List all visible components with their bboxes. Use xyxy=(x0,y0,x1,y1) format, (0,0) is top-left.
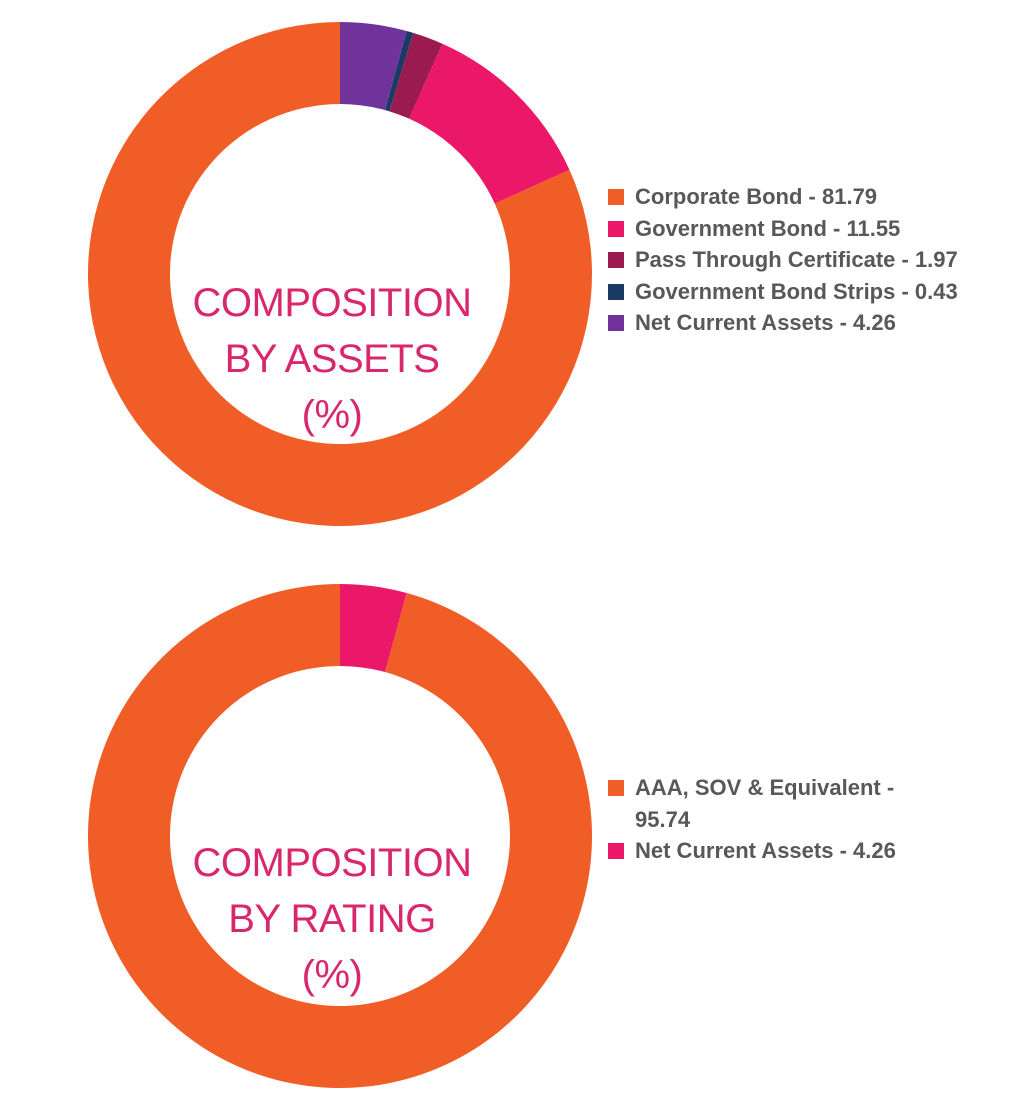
rating-chart-title: COMPOSITION BY RATING (%) xyxy=(182,835,482,1003)
legend-swatch-pass-through-certificate xyxy=(608,252,624,268)
donut-slice-net-current-assets xyxy=(340,22,407,111)
legend-item-aaa-sov-equivalent: AAA, SOV & Equivalent - 95.74 xyxy=(608,772,938,835)
legend-item-government-bond-strips: Government Bond Strips - 0.43 xyxy=(608,276,1008,308)
legend-item-net-current-assets: Net Current Assets - 4.26 xyxy=(608,835,938,867)
legend-label-corporate-bond: Corporate Bond - 81.79 xyxy=(635,184,878,209)
assets-legend: Corporate Bond - 81.79 Government Bond -… xyxy=(608,181,1008,339)
legend-item-government-bond: Government Bond - 11.55 xyxy=(608,213,1008,245)
assets-title-line-1: COMPOSITION xyxy=(192,281,472,325)
legend-label-government-bond-strips: Government Bond Strips - 0.43 xyxy=(635,278,958,304)
donut-slice-pass-through-certificate xyxy=(389,32,443,119)
legend-label-government-bond: Government Bond - 11.55 xyxy=(635,215,901,241)
legend-label-net-current-assets: Net Current Assets - 4.26 xyxy=(635,838,896,863)
legend-swatch-net-current-assets xyxy=(608,315,624,331)
legend-item-net-current-assets: Net Current Assets - 4.26 xyxy=(608,307,1008,339)
rating-title-line-2: BY RATING xyxy=(228,897,436,941)
legend-swatch-corporate-bond xyxy=(608,189,624,205)
rating-composition-chart: COMPOSITION BY RATING (%) AAA, SOV & Equ… xyxy=(0,562,1028,1102)
rating-legend: AAA, SOV & Equivalent - 95.74 Net Curren… xyxy=(608,772,938,867)
legend-swatch-government-bond xyxy=(608,220,624,237)
donut-slice-aaa-sov-equivalent xyxy=(88,584,593,1088)
donut-slice-corporate-bond xyxy=(88,22,593,526)
rating-donut-chart xyxy=(88,584,593,1088)
legend-label-net-current-assets: Net Current Assets - 4.26 xyxy=(635,310,896,335)
donut-slice-government-bond-strips xyxy=(384,30,414,112)
legend-swatch-aaa-sov-equivalent xyxy=(608,780,624,796)
assets-title-line-2: BY ASSETS xyxy=(224,337,440,381)
assets-title-line-3: (%) xyxy=(301,393,363,437)
legend-item-corporate-bond: Corporate Bond - 81.79 xyxy=(608,181,1008,213)
rating-title-line-1: COMPOSITION xyxy=(192,841,472,885)
legend-label-aaa-sov-equivalent: AAA, SOV & Equivalent - 95.74 xyxy=(635,775,895,832)
legend-swatch-net-current-assets xyxy=(608,843,624,859)
assets-chart-title: COMPOSITION BY ASSETS (%) xyxy=(182,275,482,443)
donut-slice-net-current-assets xyxy=(340,584,407,673)
legend-label-pass-through-certificate: Pass Through Certificate - 1.97 xyxy=(635,247,958,272)
assets-composition-chart: COMPOSITION BY ASSETS (%) Corporate Bond… xyxy=(0,0,1028,540)
rating-title-line-3: (%) xyxy=(301,953,363,997)
legend-item-pass-through-certificate: Pass Through Certificate - 1.97 xyxy=(608,244,1008,276)
legend-swatch-government-bond-strips xyxy=(608,283,624,300)
assets-donut-chart xyxy=(88,22,593,526)
donut-slice-government-bond xyxy=(409,43,570,204)
